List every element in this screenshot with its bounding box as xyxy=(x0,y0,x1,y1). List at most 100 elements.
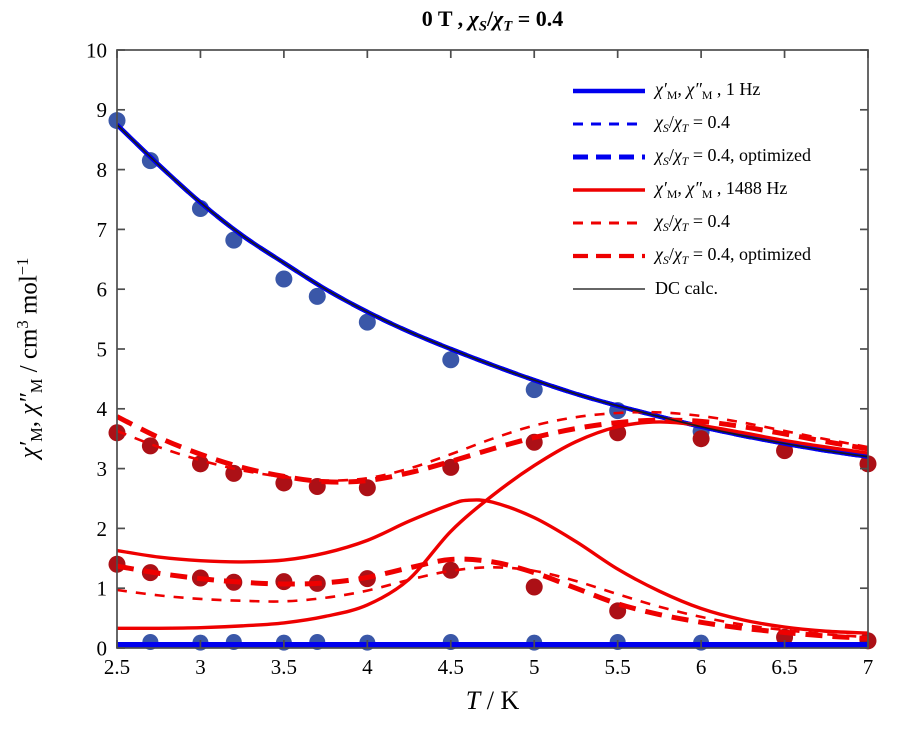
text-segment: , 1488 Hz xyxy=(712,177,788,198)
svg-text:5: 5 xyxy=(97,337,108,361)
legend-line-sample xyxy=(573,221,645,224)
svg-text:4: 4 xyxy=(97,397,108,421)
text-segment: M xyxy=(666,87,678,102)
legend-line-sample xyxy=(573,187,645,192)
text-segment: χ xyxy=(468,6,479,31)
text-segment: , 1 Hz xyxy=(712,78,761,99)
legend-blue-fit: χS/χT = 0.4 xyxy=(571,107,811,140)
text-segment: χ xyxy=(655,210,663,231)
text-segment: / K xyxy=(480,686,520,715)
legend-line-sample xyxy=(573,253,645,258)
text-segment: 0 T , xyxy=(421,6,469,31)
text-segment: / xyxy=(668,144,674,165)
text-segment: χ xyxy=(673,111,682,132)
text-segment: T xyxy=(681,153,689,168)
text-segment: = 0.4 xyxy=(512,6,564,31)
svg-text:1: 1 xyxy=(97,577,108,601)
text-segment: M xyxy=(701,186,713,201)
svg-text:4: 4 xyxy=(362,655,373,679)
curve-chi1-1488-dash-thick xyxy=(117,414,868,485)
chart-title: 0 T , χS/χT = 0.4 xyxy=(117,6,868,36)
legend-label: χ′M, χ″M , 1488 Hz xyxy=(655,178,787,202)
svg-text:6: 6 xyxy=(696,655,707,679)
svg-text:3.5: 3.5 xyxy=(271,655,297,679)
svg-text:3: 3 xyxy=(97,457,108,481)
legend-red-fit: χS/χT = 0.4 xyxy=(571,206,811,239)
text-segment: = 0.4 xyxy=(688,210,731,231)
legend: χ′M, χ″M , 1 Hz χS/χT = 0.4 χS/χT = 0.4, o… xyxy=(571,74,811,305)
text-segment: χ xyxy=(655,243,663,264)
svg-text:3: 3 xyxy=(195,655,206,679)
text-segment: χ xyxy=(493,6,504,31)
legend-line-sample xyxy=(573,122,645,125)
legend-label: χS/χT = 0.4 xyxy=(655,211,730,235)
svg-text:2.5: 2.5 xyxy=(104,655,130,679)
legend-label: χS/χT = 0.4, optimized xyxy=(655,244,811,268)
legend-chi-1hz: χ′M, χ″M , 1 Hz xyxy=(571,74,811,107)
text-segment: M xyxy=(701,87,713,102)
legend-line-sample xyxy=(573,154,645,159)
text-segment: M xyxy=(666,186,678,201)
legend-chi-1488: χ′M, χ″M , 1488 Hz xyxy=(571,173,811,206)
legend-label: χS/χT = 0.4 xyxy=(655,112,730,136)
curve-chi2-1488-solid xyxy=(117,498,868,635)
text-segment: T xyxy=(465,686,481,715)
svg-text:8: 8 xyxy=(97,158,108,182)
curve-chi2-1488-dash-thin xyxy=(117,565,868,639)
legend-line-sample xyxy=(573,88,645,93)
text-segment: χ′ xyxy=(655,78,667,99)
text-segment: T xyxy=(681,219,689,234)
svg-text:5: 5 xyxy=(529,655,540,679)
legend-red-opt: χS/χT = 0.4, optimized xyxy=(571,239,811,272)
chi2-1488-data xyxy=(108,555,877,650)
text-segment: χ xyxy=(673,210,682,231)
svg-text:6: 6 xyxy=(97,278,108,302)
text-segment: , xyxy=(677,177,687,198)
text-segment: / xyxy=(668,111,674,132)
text-segment: = 0.4, optimized xyxy=(688,243,812,264)
text-segment: , xyxy=(677,78,687,99)
svg-text:4.5: 4.5 xyxy=(438,655,464,679)
text-segment: DC calc. xyxy=(655,278,718,298)
curve-dc-calc xyxy=(117,124,868,458)
text-segment: T xyxy=(681,120,689,135)
text-segment: S xyxy=(478,18,487,35)
text-segment: χ″ xyxy=(686,177,702,198)
text-segment: χ xyxy=(673,243,682,264)
text-segment: χ xyxy=(655,144,663,165)
curve-chi2-1488-dash-thick xyxy=(117,556,868,641)
text-segment: S xyxy=(662,120,669,135)
text-segment: χ xyxy=(673,144,682,165)
text-segment: = 0.4, optimized xyxy=(688,144,812,165)
text-segment: T xyxy=(681,252,689,267)
axis-ticks xyxy=(116,49,869,649)
text-segment: / xyxy=(668,243,674,264)
x-axis-label: T / K xyxy=(117,686,868,716)
legend-line-sample xyxy=(573,287,645,290)
text-segment: T xyxy=(503,18,513,35)
legend-blue-opt: χS/χT = 0.4, optimized xyxy=(571,140,811,173)
curve-chi1-1488-solid xyxy=(117,420,868,631)
svg-text:9: 9 xyxy=(97,98,108,122)
text-segment: χ″ xyxy=(686,78,702,99)
legend-label: DC calc. xyxy=(655,278,718,299)
text-segment: S xyxy=(662,153,669,168)
text-segment: / xyxy=(668,210,674,231)
text-segment: χ xyxy=(655,111,663,132)
legend-label: χ′M, χ″M , 1 Hz xyxy=(655,79,760,103)
text-segment: S xyxy=(662,252,669,267)
curve-chi1-1488-dash-thin xyxy=(117,410,868,482)
chi1-1488-data xyxy=(108,424,877,497)
legend-label: χS/χT = 0.4, optimized xyxy=(655,145,811,169)
svg-text:2: 2 xyxy=(97,517,108,541)
x-tick-labels: 2.5 3 3.5 4 4.5 5 5.5 6 6.5 7 xyxy=(104,655,873,679)
y-tick-labels: 0 1 2 3 4 5 6 7 8 9 10 xyxy=(86,38,108,660)
svg-text:7: 7 xyxy=(97,218,108,242)
svg-text:10: 10 xyxy=(86,38,107,62)
text-segment: χ′ xyxy=(655,177,667,198)
text-segment: / xyxy=(486,6,494,31)
text-segment: S xyxy=(662,219,669,234)
legend-dc-calc: DC calc. xyxy=(571,272,811,305)
